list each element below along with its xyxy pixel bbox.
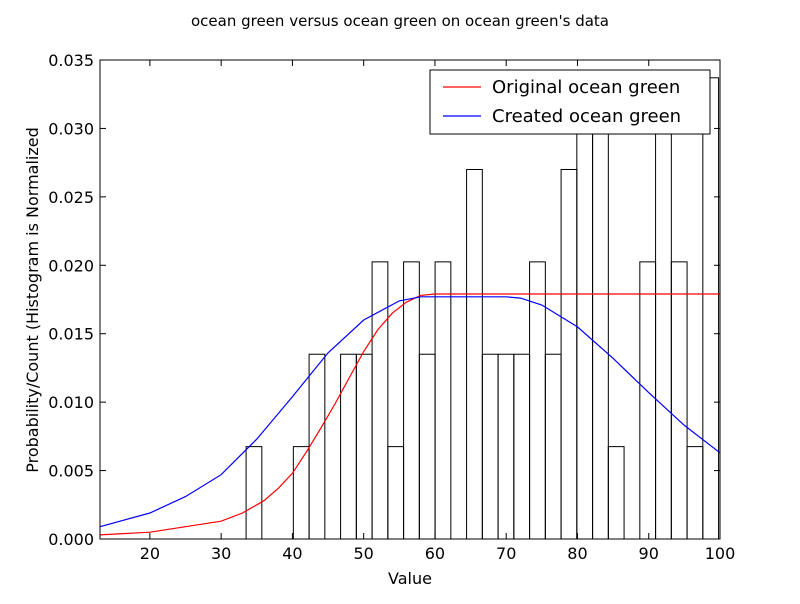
x-tick-label: 100	[705, 544, 736, 563]
y-tick-label: 0.035	[48, 51, 94, 70]
x-tick-label: 20	[140, 544, 160, 563]
legend-label-original: Original ocean green	[492, 77, 680, 98]
series-lines	[99, 293, 721, 536]
legend-box	[429, 69, 711, 135]
series-line-created	[99, 296, 721, 528]
y-tick-label: 0.005	[48, 462, 94, 481]
chart-title: ocean green versus ocean green on ocean …	[191, 12, 609, 30]
legend-label-created: Created ocean green	[492, 106, 681, 127]
y-axis-ticks: 0.000 0.005 0.010 0.015 0.020 0.025 0.030 0.035	[48, 51, 720, 549]
y-tick-label: 0.010	[48, 393, 94, 412]
x-tick-label: 30	[211, 544, 231, 563]
x-tick-label: 70	[496, 544, 516, 563]
y-tick-label: 0.015	[48, 325, 94, 344]
x-axis-label: Value	[388, 569, 432, 588]
series-line-original	[99, 293, 720, 536]
y-tick-label: 0.025	[48, 188, 94, 207]
x-tick-label: 90	[639, 544, 659, 563]
x-tick-label: 40	[282, 544, 302, 563]
legend: Original ocean green Created ocean green	[429, 69, 711, 135]
plot-area	[100, 60, 720, 539]
x-tick-label: 80	[567, 544, 587, 563]
plot-frame	[99, 59, 721, 540]
x-tick-label: 60	[425, 544, 445, 563]
y-tick-label: 0.000	[48, 530, 94, 549]
y-axis-label: Probability/Count (Histogram is Normaliz…	[23, 127, 42, 473]
x-tick-label: 50	[353, 544, 373, 563]
y-tick-label: 0.020	[48, 256, 94, 275]
y-tick-label: 0.030	[48, 119, 94, 138]
x-axis-ticks: 20 30 40 50 60 70 80 90 100	[140, 60, 736, 563]
